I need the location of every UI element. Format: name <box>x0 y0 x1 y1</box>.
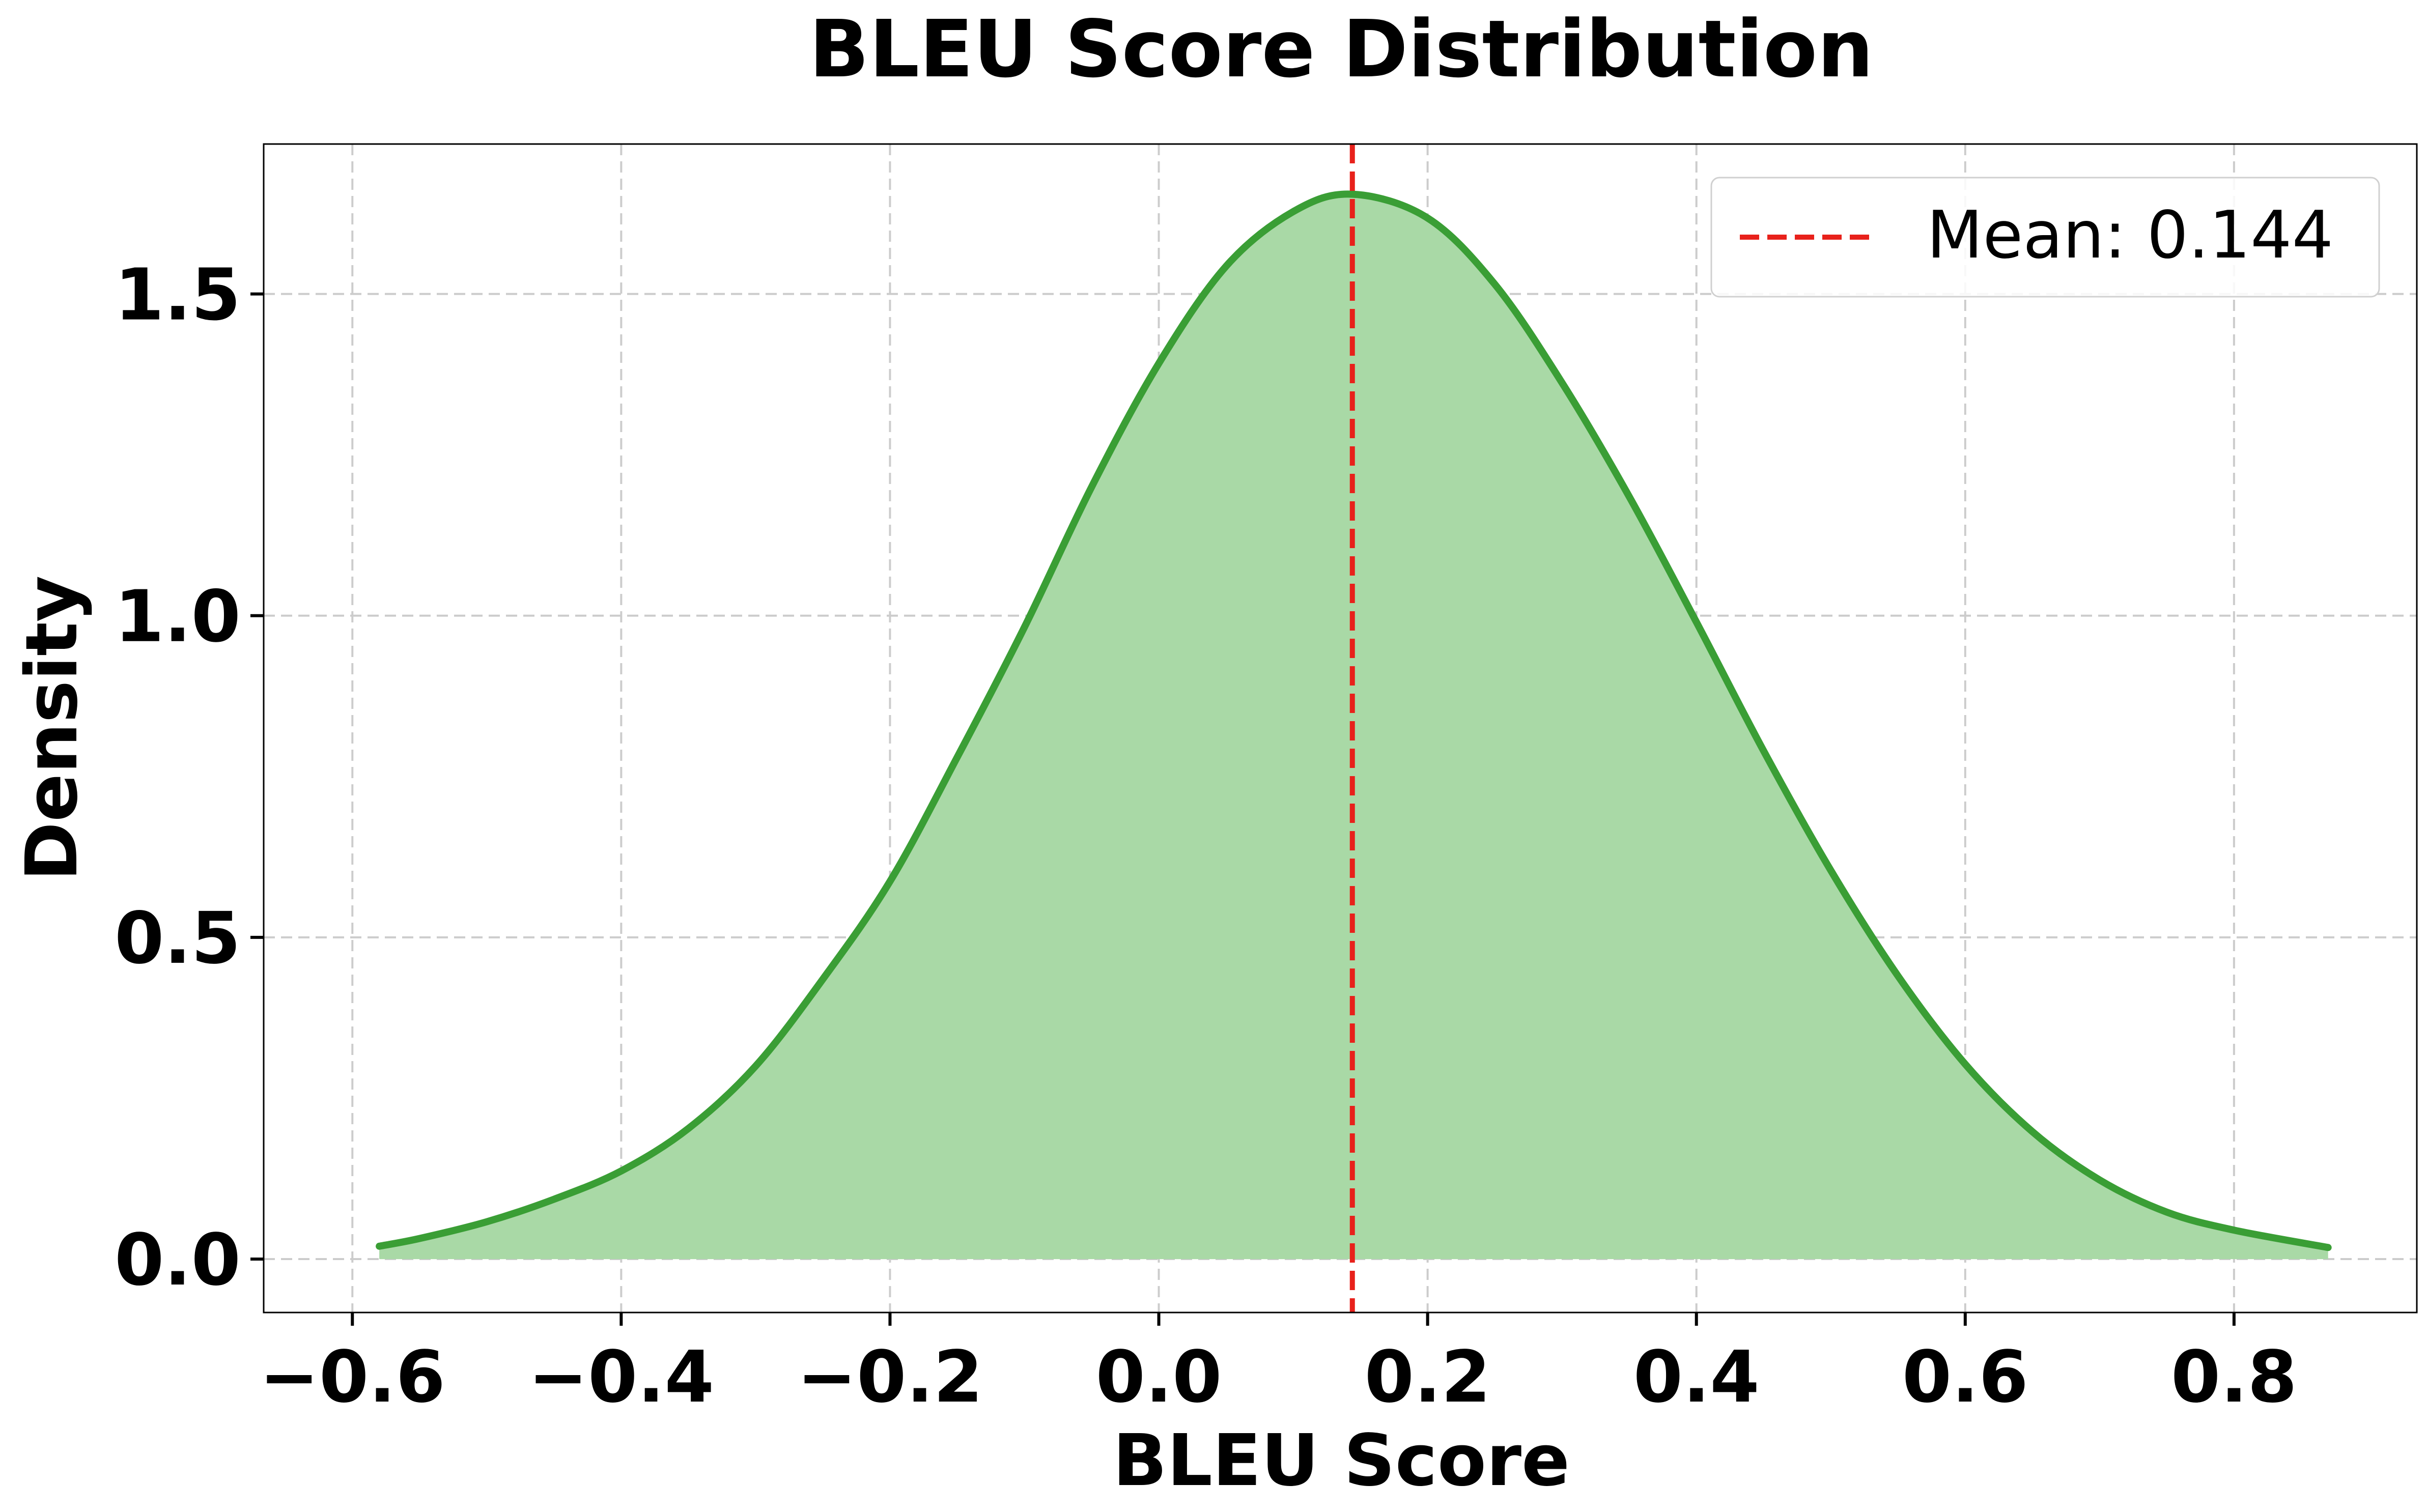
y-ticks: 0.0 0.5 1.0 1.5 <box>115 254 264 1302</box>
density-line <box>376 190 2332 1251</box>
legend-mean-label: Mean: 0.144 <box>1927 197 2333 273</box>
x-tick-label: 0.6 <box>1902 1336 2028 1419</box>
y-axis-label: Density <box>11 576 94 881</box>
x-ticks: −0.6 −0.4 −0.2 0.0 0.2 0.4 0.6 0.8 <box>260 1313 2297 1419</box>
x-tick-label: −0.4 <box>528 1336 714 1419</box>
density-curve <box>376 190 2332 1251</box>
chart-title: BLEU Score Distribution <box>809 3 1873 95</box>
x-tick-label: −0.2 <box>797 1336 983 1419</box>
y-tick-label: 0.5 <box>115 897 241 980</box>
x-tick-label: 0.0 <box>1096 1336 1222 1419</box>
y-tick-label: 1.0 <box>115 576 241 659</box>
legend: Mean: 0.144 <box>1710 177 2380 298</box>
x-axis-label: BLEU Score <box>1113 1419 1570 1502</box>
y-tick-label: 0.0 <box>115 1219 241 1302</box>
x-tick-label: 0.2 <box>1365 1336 1491 1419</box>
legend-box <box>1710 177 2380 298</box>
x-tick-label: −0.6 <box>260 1336 445 1419</box>
x-tick-label: 0.4 <box>1633 1336 1760 1419</box>
y-tick-label: 1.5 <box>115 254 241 337</box>
x-tick-label: 0.8 <box>2171 1336 2297 1419</box>
plot-frame <box>263 143 2418 1314</box>
